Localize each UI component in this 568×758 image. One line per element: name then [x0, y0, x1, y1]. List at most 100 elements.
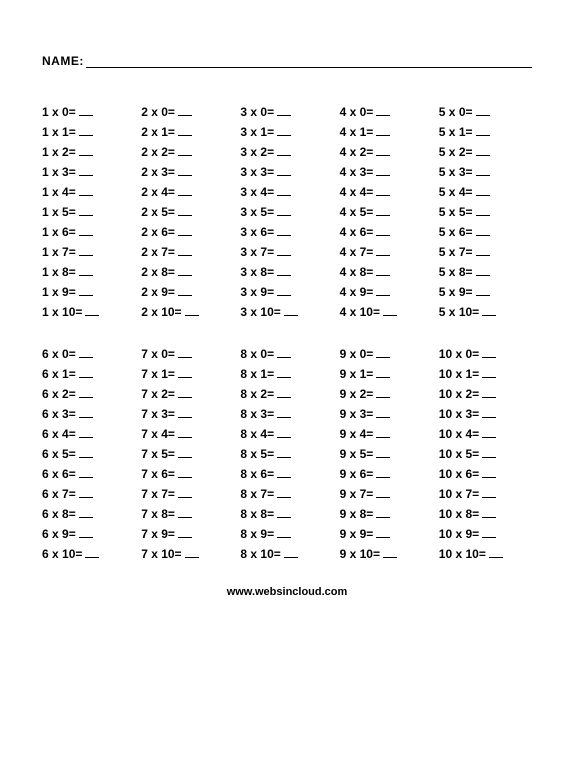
answer-blank[interactable] — [482, 315, 496, 316]
answer-blank[interactable] — [476, 135, 490, 136]
answer-blank[interactable] — [482, 517, 496, 518]
answer-blank[interactable] — [79, 195, 93, 196]
answer-blank[interactable] — [376, 155, 390, 156]
answer-blank[interactable] — [277, 175, 291, 176]
answer-blank[interactable] — [376, 457, 390, 458]
answer-blank[interactable] — [178, 537, 192, 538]
answer-blank[interactable] — [277, 115, 291, 116]
answer-blank[interactable] — [376, 497, 390, 498]
answer-blank[interactable] — [383, 557, 397, 558]
answer-blank[interactable] — [178, 215, 192, 216]
answer-blank[interactable] — [178, 275, 192, 276]
answer-blank[interactable] — [79, 135, 93, 136]
answer-blank[interactable] — [476, 155, 490, 156]
answer-blank[interactable] — [178, 417, 192, 418]
answer-blank[interactable] — [383, 315, 397, 316]
answer-blank[interactable] — [476, 275, 490, 276]
answer-blank[interactable] — [178, 437, 192, 438]
answer-blank[interactable] — [489, 557, 503, 558]
answer-blank[interactable] — [178, 115, 192, 116]
answer-blank[interactable] — [79, 155, 93, 156]
answer-blank[interactable] — [79, 255, 93, 256]
answer-blank[interactable] — [482, 537, 496, 538]
answer-blank[interactable] — [178, 235, 192, 236]
answer-blank[interactable] — [482, 397, 496, 398]
answer-blank[interactable] — [277, 135, 291, 136]
answer-blank[interactable] — [277, 477, 291, 478]
answer-blank[interactable] — [277, 437, 291, 438]
answer-blank[interactable] — [376, 537, 390, 538]
answer-blank[interactable] — [376, 437, 390, 438]
answer-blank[interactable] — [376, 255, 390, 256]
answer-blank[interactable] — [277, 275, 291, 276]
answer-blank[interactable] — [79, 357, 93, 358]
answer-blank[interactable] — [476, 175, 490, 176]
answer-blank[interactable] — [79, 517, 93, 518]
answer-blank[interactable] — [277, 155, 291, 156]
answer-blank[interactable] — [185, 557, 199, 558]
answer-blank[interactable] — [376, 195, 390, 196]
answer-blank[interactable] — [178, 497, 192, 498]
answer-blank[interactable] — [178, 357, 192, 358]
answer-blank[interactable] — [178, 295, 192, 296]
answer-blank[interactable] — [376, 275, 390, 276]
answer-blank[interactable] — [482, 477, 496, 478]
answer-blank[interactable] — [376, 175, 390, 176]
answer-blank[interactable] — [476, 215, 490, 216]
answer-blank[interactable] — [178, 377, 192, 378]
answer-blank[interactable] — [79, 477, 93, 478]
answer-blank[interactable] — [178, 457, 192, 458]
answer-blank[interactable] — [376, 377, 390, 378]
answer-blank[interactable] — [277, 537, 291, 538]
answer-blank[interactable] — [178, 397, 192, 398]
answer-blank[interactable] — [85, 557, 99, 558]
answer-blank[interactable] — [79, 437, 93, 438]
answer-blank[interactable] — [277, 397, 291, 398]
answer-blank[interactable] — [178, 255, 192, 256]
answer-blank[interactable] — [277, 497, 291, 498]
answer-blank[interactable] — [376, 135, 390, 136]
answer-blank[interactable] — [277, 357, 291, 358]
answer-blank[interactable] — [277, 377, 291, 378]
name-input-line[interactable] — [86, 56, 532, 68]
answer-blank[interactable] — [482, 357, 496, 358]
answer-blank[interactable] — [482, 417, 496, 418]
answer-blank[interactable] — [79, 275, 93, 276]
answer-blank[interactable] — [482, 377, 496, 378]
answer-blank[interactable] — [178, 195, 192, 196]
answer-blank[interactable] — [277, 195, 291, 196]
answer-blank[interactable] — [376, 397, 390, 398]
answer-blank[interactable] — [277, 517, 291, 518]
answer-blank[interactable] — [277, 255, 291, 256]
answer-blank[interactable] — [185, 315, 199, 316]
answer-blank[interactable] — [85, 315, 99, 316]
answer-blank[interactable] — [482, 457, 496, 458]
answer-blank[interactable] — [277, 457, 291, 458]
answer-blank[interactable] — [376, 357, 390, 358]
answer-blank[interactable] — [79, 537, 93, 538]
answer-blank[interactable] — [376, 295, 390, 296]
answer-blank[interactable] — [79, 295, 93, 296]
answer-blank[interactable] — [376, 477, 390, 478]
answer-blank[interactable] — [277, 215, 291, 216]
answer-blank[interactable] — [277, 235, 291, 236]
answer-blank[interactable] — [476, 235, 490, 236]
answer-blank[interactable] — [79, 215, 93, 216]
answer-blank[interactable] — [376, 517, 390, 518]
answer-blank[interactable] — [79, 377, 93, 378]
answer-blank[interactable] — [178, 175, 192, 176]
answer-blank[interactable] — [277, 417, 291, 418]
answer-blank[interactable] — [178, 517, 192, 518]
answer-blank[interactable] — [284, 315, 298, 316]
answer-blank[interactable] — [79, 175, 93, 176]
answer-blank[interactable] — [178, 135, 192, 136]
answer-blank[interactable] — [284, 557, 298, 558]
answer-blank[interactable] — [476, 295, 490, 296]
answer-blank[interactable] — [79, 397, 93, 398]
answer-blank[interactable] — [476, 115, 490, 116]
answer-blank[interactable] — [476, 195, 490, 196]
answer-blank[interactable] — [482, 497, 496, 498]
answer-blank[interactable] — [178, 155, 192, 156]
answer-blank[interactable] — [482, 437, 496, 438]
answer-blank[interactable] — [376, 235, 390, 236]
